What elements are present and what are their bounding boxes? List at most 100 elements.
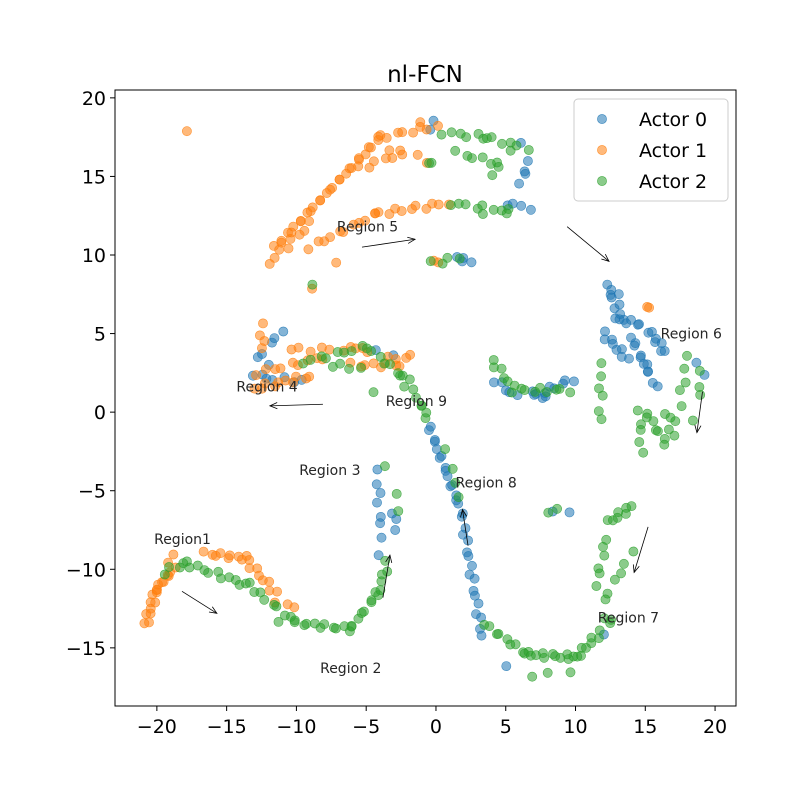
data-point <box>506 387 517 398</box>
data-point <box>278 326 289 337</box>
data-point <box>244 555 255 565</box>
data-point <box>307 202 318 213</box>
y-tick-label: −15 <box>66 638 106 660</box>
y-tick-label: −5 <box>78 481 106 503</box>
data-point <box>680 377 691 388</box>
data-point <box>610 313 621 324</box>
x-tick-label: −15 <box>207 716 247 738</box>
legend-entry: Actor 2 <box>597 171 707 193</box>
x-tick-label: −5 <box>352 716 380 738</box>
data-point <box>564 507 575 518</box>
data-point <box>385 359 395 370</box>
data-point <box>453 492 464 502</box>
data-point <box>493 629 504 639</box>
data-point <box>442 252 453 263</box>
region-arrow <box>382 554 393 598</box>
data-point <box>638 447 649 458</box>
legend-label: Actor 0 <box>639 109 707 131</box>
data-point <box>424 425 434 435</box>
data-point <box>467 560 477 571</box>
data-point <box>264 576 275 587</box>
data-point <box>309 618 320 629</box>
data-point <box>634 319 644 330</box>
data-point <box>299 620 310 631</box>
data-point <box>408 127 418 138</box>
data-point <box>375 518 385 529</box>
data-point <box>624 353 634 364</box>
data-point <box>371 479 382 490</box>
data-point <box>454 253 465 264</box>
data-point <box>467 153 477 163</box>
data-point <box>376 532 387 543</box>
region-label: Region 9 <box>386 394 447 410</box>
data-point <box>412 149 423 160</box>
data-point <box>599 550 610 561</box>
legend-label: Actor 2 <box>639 171 707 193</box>
region-arrow <box>632 526 649 574</box>
data-point <box>682 350 692 361</box>
data-point <box>619 558 629 569</box>
data-point <box>307 279 318 290</box>
data-point <box>164 562 174 572</box>
y-tick-label: 5 <box>94 324 106 346</box>
data-point <box>440 444 450 454</box>
data-point <box>256 343 267 353</box>
data-point <box>213 566 224 577</box>
data-point <box>411 392 421 403</box>
data-point <box>274 244 285 255</box>
data-point <box>569 376 579 387</box>
data-point <box>460 199 471 210</box>
legend-label: Actor 1 <box>639 140 707 162</box>
data-point <box>356 362 366 373</box>
data-point <box>272 586 282 597</box>
data-point <box>523 145 534 155</box>
data-point <box>442 471 453 482</box>
data-point <box>249 587 260 597</box>
data-point <box>450 145 461 156</box>
y-tick-label: 15 <box>82 166 106 188</box>
data-point <box>344 363 354 374</box>
data-point <box>635 424 646 435</box>
data-point <box>315 195 325 206</box>
data-point <box>279 610 290 621</box>
data-point <box>446 127 457 138</box>
data-point <box>591 581 602 591</box>
data-point <box>198 546 209 557</box>
data-point <box>260 364 271 375</box>
y-tick-label: 0 <box>94 402 106 424</box>
data-point <box>408 384 419 395</box>
data-point <box>523 156 533 166</box>
data-point <box>596 414 607 425</box>
region-label: Region 6 <box>661 326 722 342</box>
data-point <box>596 371 606 382</box>
data-point <box>675 385 685 395</box>
region-arrow <box>694 391 703 434</box>
data-point <box>373 550 384 561</box>
data-point <box>379 461 390 472</box>
data-point <box>339 621 350 632</box>
data-point <box>420 413 431 423</box>
data-point <box>368 387 379 398</box>
data-point <box>510 639 521 650</box>
data-point <box>174 562 185 573</box>
series-2 <box>159 127 706 682</box>
data-point <box>554 383 565 394</box>
data-point <box>288 221 299 232</box>
data-point <box>376 576 387 587</box>
data-point <box>695 389 706 400</box>
data-point <box>334 174 345 185</box>
data-point <box>461 132 472 143</box>
data-point <box>366 597 377 608</box>
data-point <box>653 426 663 437</box>
data-point <box>497 138 507 149</box>
data-point <box>273 617 284 627</box>
data-point <box>626 501 637 511</box>
data-point <box>384 145 395 156</box>
region-label: Region1 <box>154 532 211 548</box>
data-point <box>331 257 342 268</box>
data-point <box>305 354 316 365</box>
data-point <box>283 243 294 254</box>
data-point <box>629 340 640 351</box>
data-point <box>691 357 702 368</box>
